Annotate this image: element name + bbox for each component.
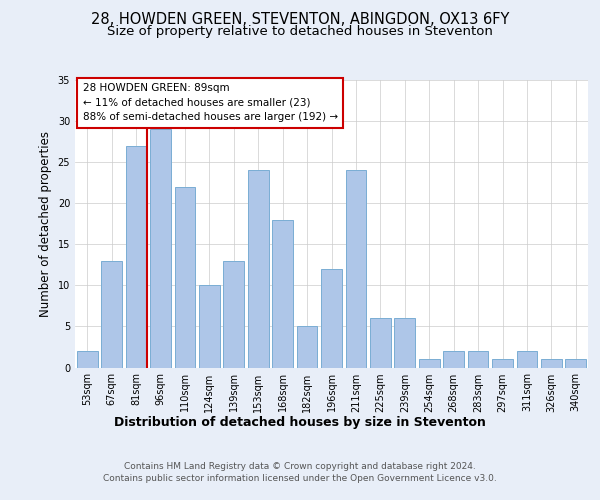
Bar <box>248 170 269 368</box>
Bar <box>199 286 220 368</box>
Bar <box>77 351 98 368</box>
Bar <box>272 220 293 368</box>
Bar <box>346 170 367 368</box>
Text: Size of property relative to detached houses in Steventon: Size of property relative to detached ho… <box>107 25 493 38</box>
Bar <box>296 326 317 368</box>
Bar <box>125 146 146 368</box>
Bar <box>541 360 562 368</box>
Bar <box>321 269 342 368</box>
Bar <box>492 360 513 368</box>
Text: Distribution of detached houses by size in Steventon: Distribution of detached houses by size … <box>114 416 486 429</box>
Y-axis label: Number of detached properties: Number of detached properties <box>39 130 52 317</box>
Bar <box>150 130 171 368</box>
Bar <box>467 351 488 368</box>
Bar <box>101 260 122 368</box>
Text: Contains HM Land Registry data © Crown copyright and database right 2024.
Contai: Contains HM Land Registry data © Crown c… <box>103 462 497 483</box>
Text: 28, HOWDEN GREEN, STEVENTON, ABINGDON, OX13 6FY: 28, HOWDEN GREEN, STEVENTON, ABINGDON, O… <box>91 12 509 26</box>
Bar <box>223 260 244 368</box>
Bar <box>565 360 586 368</box>
Text: 28 HOWDEN GREEN: 89sqm
← 11% of detached houses are smaller (23)
88% of semi-det: 28 HOWDEN GREEN: 89sqm ← 11% of detached… <box>83 83 338 122</box>
Bar <box>394 318 415 368</box>
Bar <box>419 360 440 368</box>
Bar <box>370 318 391 368</box>
Bar <box>443 351 464 368</box>
Bar <box>517 351 538 368</box>
Bar <box>175 187 196 368</box>
